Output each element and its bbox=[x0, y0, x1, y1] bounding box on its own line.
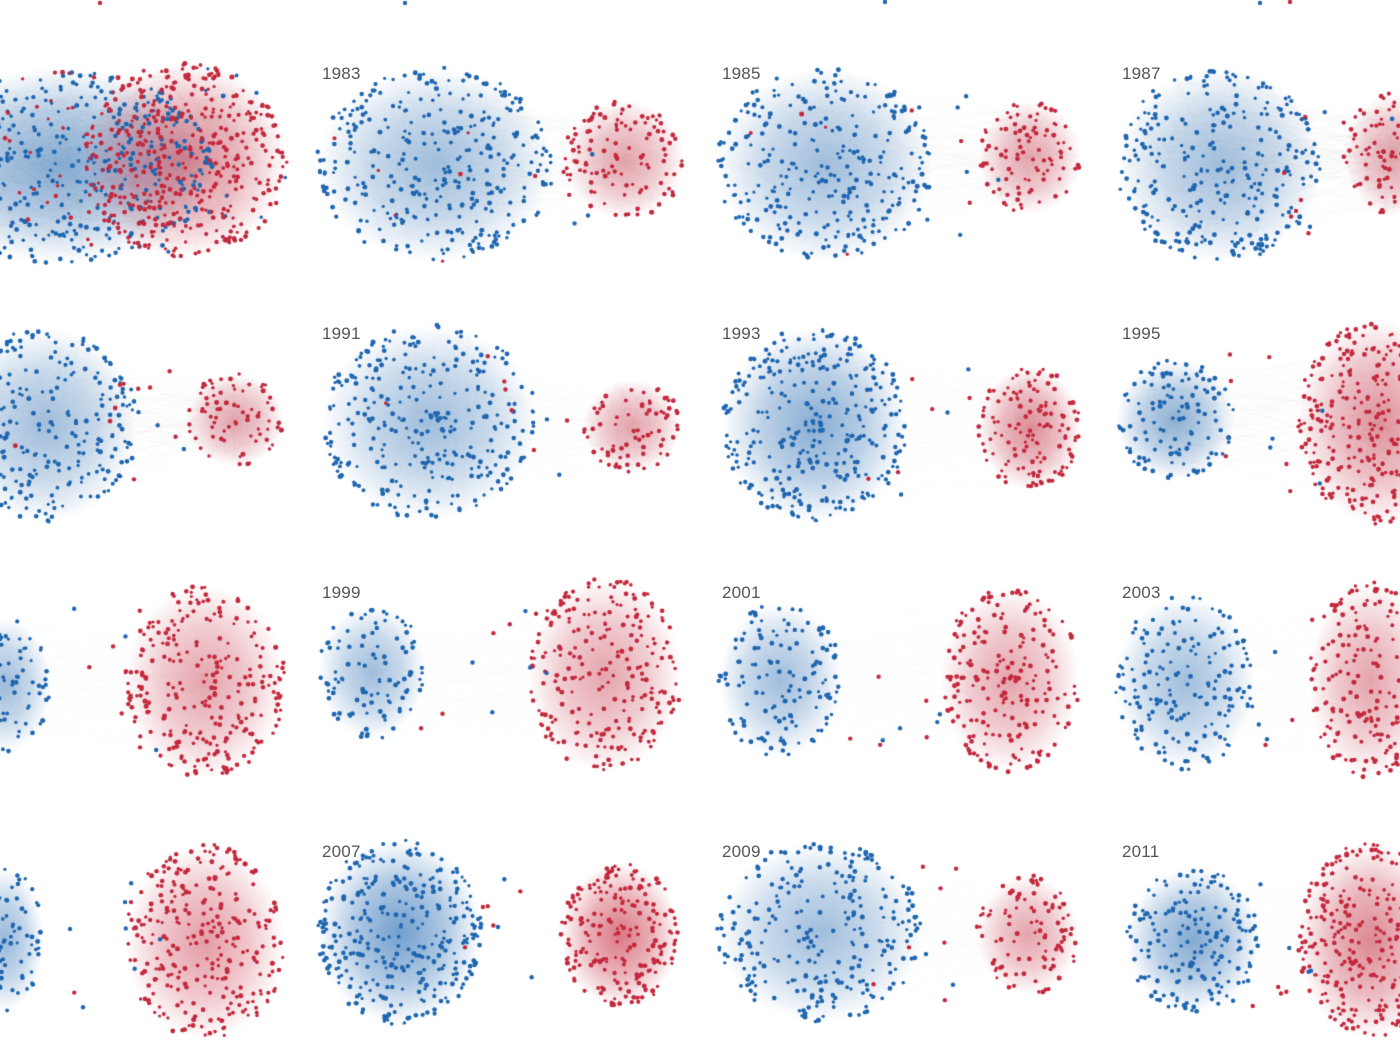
year-label-1985: 1985 bbox=[722, 64, 761, 83]
year-label-1991: 1991 bbox=[322, 324, 361, 343]
year-label-2007: 2007 bbox=[322, 842, 361, 861]
year-label-1987: 1987 bbox=[1122, 64, 1161, 83]
year-label-2001: 2001 bbox=[722, 583, 761, 602]
year-label-1995: 1995 bbox=[1122, 324, 1161, 343]
year-label-2009: 2009 bbox=[722, 842, 761, 861]
year-label-1983: 1983 bbox=[322, 64, 361, 83]
year-label-1999: 1999 bbox=[322, 583, 361, 602]
year-label-2011: 2011 bbox=[1122, 842, 1160, 861]
year-label-2003: 2003 bbox=[1122, 583, 1161, 602]
year-label-1993: 1993 bbox=[722, 324, 761, 343]
